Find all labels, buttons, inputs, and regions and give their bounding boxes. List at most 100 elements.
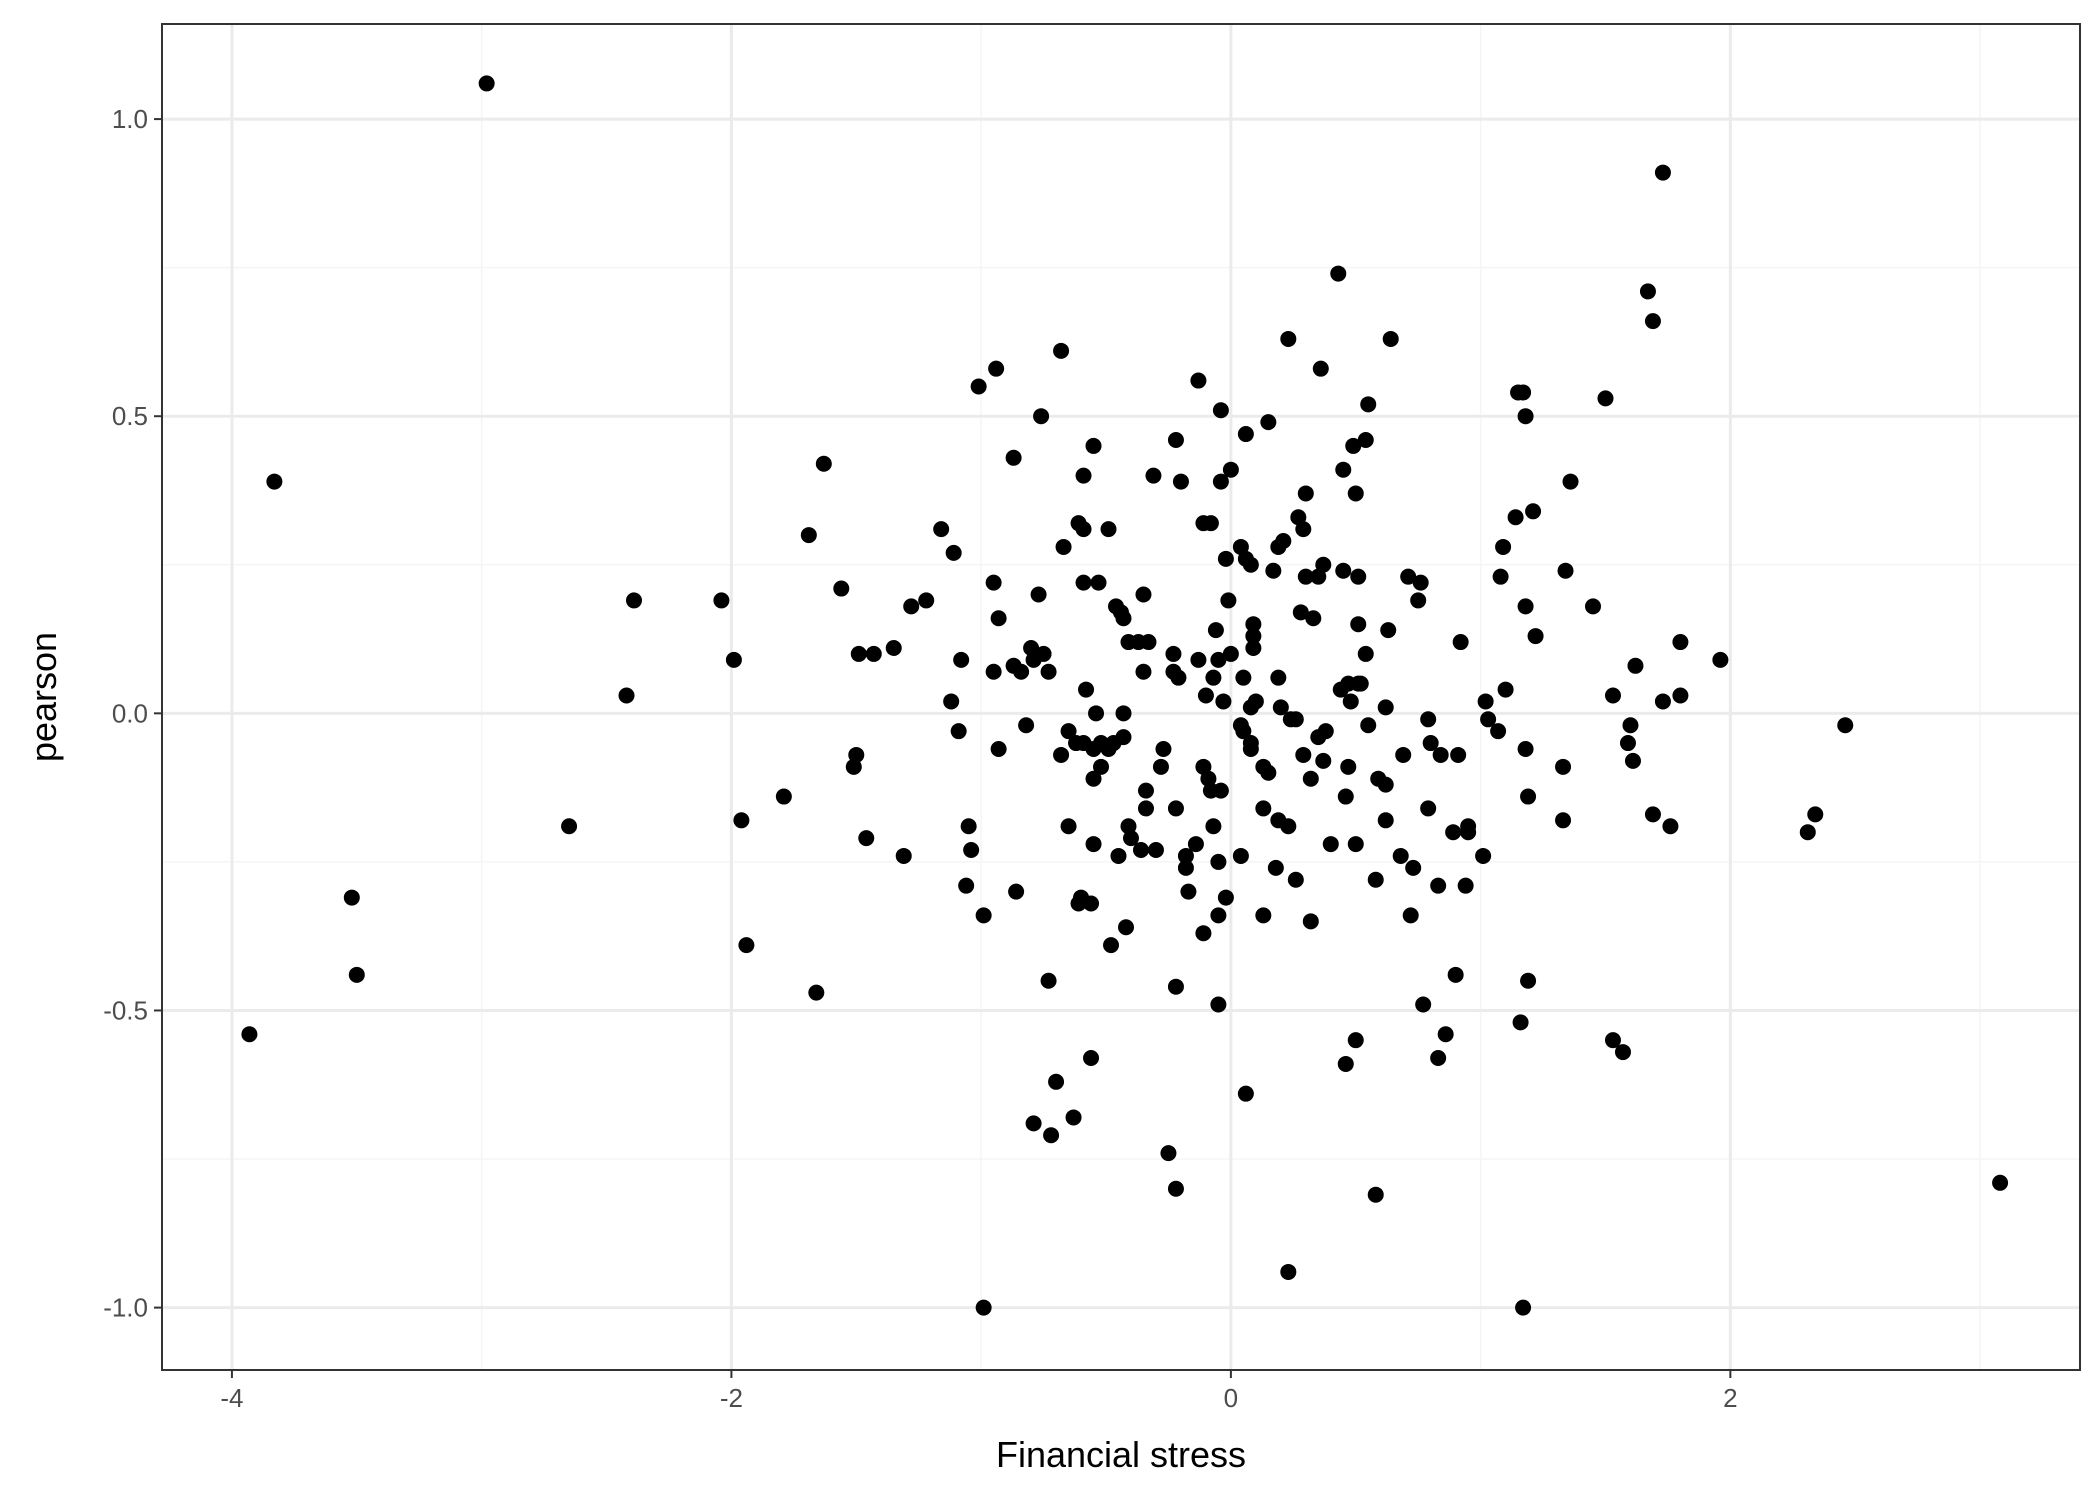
data-point <box>990 610 1007 627</box>
data-point <box>1210 853 1227 870</box>
data-point <box>1377 776 1394 793</box>
data-point <box>1075 521 1092 538</box>
x-tick-label: -4 <box>220 1383 243 1413</box>
data-point <box>963 842 980 859</box>
panel-background <box>162 24 2080 1370</box>
data-point <box>1205 669 1222 686</box>
data-point <box>960 818 977 835</box>
data-point <box>1145 467 1162 484</box>
data-point <box>1040 663 1057 680</box>
data-point <box>1604 687 1621 704</box>
data-point <box>1430 877 1447 894</box>
data-point <box>1517 408 1534 425</box>
data-point <box>1280 330 1297 347</box>
x-axis-title: Financial stress <box>996 1434 1246 1475</box>
data-point <box>1415 996 1432 1013</box>
data-point <box>1837 717 1854 734</box>
data-point <box>1520 788 1537 805</box>
data-point <box>1177 847 1194 864</box>
y-tick-label: -1.0 <box>103 1293 148 1323</box>
data-point <box>1477 693 1494 710</box>
data-point <box>1088 705 1105 722</box>
y-axis: -1.0 -0.5 0.0 0.5 1.0 <box>103 104 162 1323</box>
data-point <box>1132 842 1149 859</box>
data-point <box>933 521 950 538</box>
data-point <box>1342 693 1359 710</box>
data-point <box>950 723 967 740</box>
data-points <box>241 75 2009 1316</box>
data-point <box>1352 675 1369 692</box>
data-point <box>1190 372 1207 389</box>
data-point <box>725 651 742 668</box>
data-point <box>1085 836 1102 853</box>
data-point <box>1315 752 1332 769</box>
data-point <box>1078 681 1095 698</box>
data-point <box>1115 610 1132 627</box>
data-point <box>478 75 495 92</box>
data-point <box>1110 847 1127 864</box>
data-point <box>1083 895 1100 912</box>
data-point <box>1377 812 1394 829</box>
data-point <box>953 651 970 668</box>
data-point <box>1187 836 1204 853</box>
data-point <box>970 378 987 395</box>
data-point <box>1085 437 1102 454</box>
data-point <box>1604 1032 1621 1049</box>
data-point <box>1023 639 1040 656</box>
data-point <box>1624 752 1641 769</box>
data-point <box>990 740 1007 757</box>
data-point <box>1335 562 1352 579</box>
data-point <box>1195 925 1212 942</box>
data-point <box>1807 806 1824 823</box>
data-point <box>1043 1127 1060 1144</box>
data-point <box>1350 568 1367 585</box>
data-point <box>1232 847 1249 864</box>
data-point <box>1100 740 1117 757</box>
data-point <box>1135 663 1152 680</box>
data-point <box>1030 586 1047 603</box>
data-point <box>1075 467 1092 484</box>
data-point <box>1137 782 1154 799</box>
data-point <box>738 937 755 954</box>
data-point <box>1172 473 1189 490</box>
data-point <box>1422 735 1439 752</box>
data-point <box>343 889 360 906</box>
data-point <box>1135 586 1152 603</box>
data-point <box>1075 574 1092 591</box>
data-point <box>348 966 365 983</box>
data-point <box>833 580 850 597</box>
y-tick-label: 0.5 <box>112 401 148 431</box>
data-point <box>1025 651 1042 668</box>
y-tick-label: 0.0 <box>112 698 148 728</box>
data-point <box>1048 1073 1065 1090</box>
data-point <box>1345 437 1362 454</box>
data-point <box>1212 782 1229 799</box>
data-point <box>1412 574 1429 591</box>
data-point <box>1060 723 1077 740</box>
data-point <box>733 812 750 829</box>
data-point <box>1347 485 1364 502</box>
y-axis-title: pearson <box>23 632 64 762</box>
x-tick-label: 0 <box>1224 1383 1238 1413</box>
data-point <box>945 544 962 561</box>
data-point <box>985 574 1002 591</box>
data-point <box>1799 824 1816 841</box>
data-point <box>1337 1055 1354 1072</box>
data-point <box>1430 1050 1447 1067</box>
data-point <box>1180 883 1197 900</box>
data-point <box>1212 473 1229 490</box>
data-point <box>1177 859 1194 876</box>
data-point <box>1302 913 1319 930</box>
data-point <box>1267 859 1284 876</box>
data-point <box>1492 568 1509 585</box>
data-point <box>1215 693 1232 710</box>
data-point <box>1147 842 1164 859</box>
data-point <box>1165 645 1182 662</box>
data-point <box>618 687 635 704</box>
data-point <box>1517 598 1534 615</box>
data-point <box>1295 521 1312 538</box>
data-point <box>1562 473 1579 490</box>
data-point <box>1280 818 1297 835</box>
data-point <box>1305 610 1322 627</box>
